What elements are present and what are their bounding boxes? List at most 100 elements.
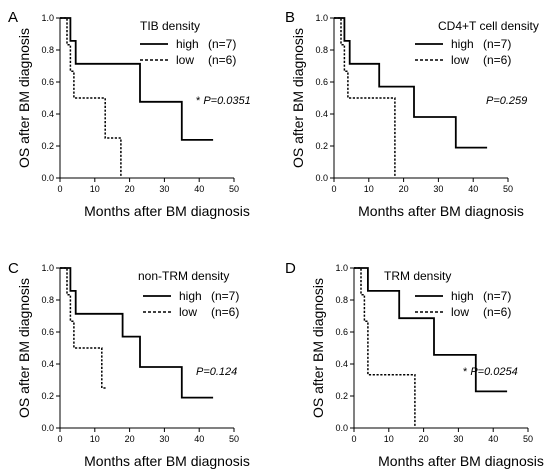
y-tick-label: 0.0 — [335, 423, 348, 433]
p-value-text: P=0.0351 — [203, 95, 250, 107]
y-tick-label: 0.4 — [41, 359, 54, 369]
x-tick-label: 30 — [159, 434, 169, 444]
y-axis-title: OS after BM diagnosis — [310, 278, 326, 418]
panel-title: TIB density — [140, 19, 200, 33]
legend: high (n=7) low (n=6) — [140, 37, 236, 67]
legend-n-high: (n=7) — [211, 289, 239, 303]
x-tick-label: 40 — [194, 434, 204, 444]
p-value-text: P=0.259 — [486, 95, 527, 107]
y-axis-title: OS after BM diagnosis — [16, 278, 32, 418]
x-tick-label: 40 — [194, 184, 204, 194]
panel-title: CD4+T cell density — [438, 19, 539, 33]
y-tick-label: 0.8 — [335, 295, 348, 305]
x-tick-label: 20 — [125, 434, 135, 444]
x-tick-label: 20 — [125, 184, 135, 194]
y-axis-title: OS after BM diagnosis — [16, 28, 32, 168]
legend-n-low: (n=6) — [211, 305, 239, 319]
panel-b: B 0.0 0.2 0.4 0.6 0.8 1.0 0 10 20 30 40 50 Months aft… — [285, 9, 539, 219]
series-line-high — [334, 17, 488, 149]
p-value: P=0.124 — [196, 366, 237, 378]
x-tick-label: 0 — [57, 434, 62, 444]
p-value: * P=0.0351 — [196, 95, 251, 107]
panel-letter: A — [8, 9, 18, 26]
legend-label-high: high — [451, 37, 474, 51]
y-axis-title: OS after BM diagnosis — [290, 28, 306, 168]
p-value-star: * — [196, 95, 203, 107]
y-tick-label: 0.0 — [41, 173, 54, 183]
x-tick-label: 0 — [57, 184, 62, 194]
series-line-high — [60, 267, 214, 399]
x-tick-label: 40 — [488, 434, 498, 444]
panel-c: C 0.0 0.2 0.4 0.6 0.8 1.0 0 10 20 30 40 50 Months aft… — [8, 260, 250, 469]
y-tick-label: 0.2 — [335, 391, 348, 401]
x-tick-label: 0 — [331, 184, 336, 194]
y-tick-label: 1.0 — [335, 263, 348, 273]
x-tick-label: 10 — [90, 434, 100, 444]
legend-label-high: high — [451, 289, 474, 303]
y-tick-label: 0.6 — [335, 327, 348, 337]
y-tick-label: 0.8 — [315, 45, 328, 55]
legend-n-high: (n=7) — [208, 37, 236, 51]
panel-d: D 0.0 0.2 0.4 0.6 0.8 1.0 0 10 20 30 40 50 Months aft… — [285, 260, 544, 469]
x-tick-label: 30 — [433, 184, 443, 194]
legend-label-low: low — [179, 305, 197, 319]
y-tick-label: 0.8 — [41, 45, 54, 55]
y-tick-label: 0.2 — [41, 391, 54, 401]
x-tick-label: 30 — [453, 434, 463, 444]
series-line-low — [354, 267, 416, 428]
x-tick-label: 20 — [399, 184, 409, 194]
x-tick-label: 30 — [159, 184, 169, 194]
legend: high (n=7) low (n=6) — [415, 37, 511, 67]
x-axis-title: Months after BM diagnosis — [84, 203, 250, 219]
y-tick-label: 0.2 — [315, 141, 328, 151]
y-tick-label: 0.0 — [41, 423, 54, 433]
series-line-low — [60, 17, 122, 178]
panel-letter: B — [285, 9, 295, 26]
p-value-text: P=0.124 — [196, 366, 237, 378]
p-value: P=0.259 — [486, 95, 527, 107]
x-tick-label: 50 — [229, 184, 239, 194]
panel-title: TRM density — [384, 269, 451, 283]
legend-n-low: (n=6) — [208, 53, 236, 67]
y-tick-label: 0.6 — [315, 77, 328, 87]
x-tick-label: 10 — [384, 434, 394, 444]
y-tick-label: 0.4 — [335, 359, 348, 369]
panel-letter: C — [8, 260, 19, 277]
legend-label-high: high — [179, 289, 202, 303]
x-axis-title: Months after BM diagnosis — [378, 453, 544, 469]
x-tick-label: 20 — [419, 434, 429, 444]
panel-letter: D — [285, 260, 296, 277]
y-tick-label: 1.0 — [41, 13, 54, 23]
p-value-star: * — [463, 366, 470, 378]
y-tick-label: 0.0 — [315, 173, 328, 183]
y-tick-label: 1.0 — [41, 263, 54, 273]
y-tick-label: 0.4 — [315, 109, 328, 119]
x-axis-title: Months after BM diagnosis — [358, 203, 524, 219]
x-tick-label: 50 — [503, 184, 513, 194]
x-tick-label: 40 — [468, 184, 478, 194]
legend-label-low: low — [176, 53, 194, 67]
x-tick-label: 10 — [364, 184, 374, 194]
legend-n-high: (n=7) — [483, 289, 511, 303]
panel-title: non-TRM density — [138, 269, 229, 283]
p-value-text: P=0.0254 — [470, 366, 517, 378]
legend-label-low: low — [451, 305, 469, 319]
p-value: * P=0.0254 — [463, 366, 518, 378]
x-axis-title: Months after BM diagnosis — [84, 453, 250, 469]
y-tick-label: 0.4 — [41, 109, 54, 119]
legend-n-high: (n=7) — [483, 37, 511, 51]
legend: high (n=7) low (n=6) — [143, 289, 239, 319]
series-line-high — [354, 267, 508, 393]
x-tick-label: 10 — [90, 184, 100, 194]
legend: high (n=7) low (n=6) — [415, 289, 511, 319]
y-tick-label: 0.2 — [41, 141, 54, 151]
y-tick-label: 1.0 — [315, 13, 328, 23]
legend-n-low: (n=6) — [483, 305, 511, 319]
series-line-low — [60, 267, 107, 389]
series-line-low — [334, 17, 396, 178]
x-tick-label: 50 — [229, 434, 239, 444]
legend-label-low: low — [451, 53, 469, 67]
series-line-high — [60, 17, 214, 141]
y-tick-label: 0.8 — [41, 295, 54, 305]
